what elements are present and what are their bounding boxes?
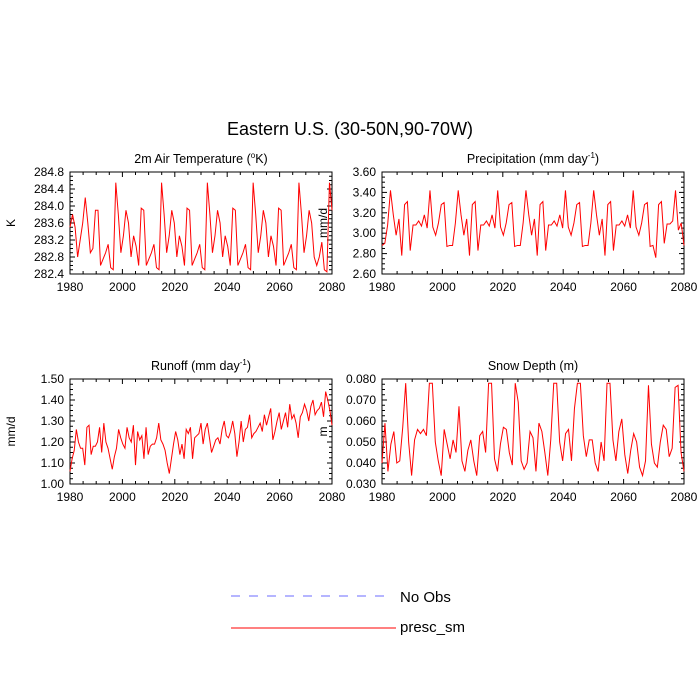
x-tick-label: 2040 <box>214 280 241 294</box>
legend-label-presc-sm: presc_sm <box>400 619 465 636</box>
y-axis-label: mm/d <box>316 208 330 238</box>
plot-frame <box>69 378 333 485</box>
y-axis-label: m <box>316 427 330 437</box>
x-tick-label: 2000 <box>109 280 136 294</box>
y-tick-label: 284.8 <box>34 165 64 179</box>
y-tick-label: 0.040 <box>346 456 376 470</box>
y-tick-label: 1.50 <box>41 372 65 386</box>
legend-label-no-obs: No Obs <box>400 589 451 606</box>
panel-title: Precipitation (mm day-1) <box>467 151 599 166</box>
y-tick-label: 2.60 <box>353 267 377 281</box>
x-tick-label: 1980 <box>57 280 84 294</box>
y-tick-label: 1.40 <box>41 393 65 407</box>
x-tick-label: 2060 <box>266 280 293 294</box>
y-tick-label: 282.4 <box>34 267 64 281</box>
panel-runoff: Runoff (mm day-1) mm/d 1.00 1.10 1.20 1.30 1.4… <box>4 358 346 504</box>
series-line-presc-sm <box>381 382 685 478</box>
panel-precipitation: Precipitation (mm day-1) mm/d 2.60 2.80 3.00… <box>316 151 698 294</box>
panel-title: Runoff (mm day-1) <box>151 358 251 373</box>
x-tick-label: 1980 <box>369 280 396 294</box>
x-tick-label: 2080 <box>319 490 346 504</box>
panel-title: 2m Air Temperature (oK) <box>134 151 267 166</box>
x-tick-label: 2000 <box>109 490 136 504</box>
y-tick-label: 1.30 <box>41 414 65 428</box>
plot-frame <box>381 378 685 485</box>
panel-title-superscript: -1 <box>588 151 596 160</box>
y-tick-label: 282.8 <box>34 250 64 264</box>
panels: 2m Air Temperature (oK) K 282.4 282.8 283.2 2… <box>4 151 698 504</box>
y-tick-label: 1.20 <box>41 435 65 449</box>
y-tick-label: 283.6 <box>34 216 64 230</box>
y-tick-label: 284.4 <box>34 182 64 196</box>
y-tick-label: 284.0 <box>34 199 64 213</box>
y-tick-label: 3.00 <box>353 226 377 240</box>
x-tick-label: 2060 <box>610 280 637 294</box>
panel-title-suffix: ) <box>595 152 599 166</box>
y-tick-label: 0.030 <box>346 477 376 491</box>
panel-title-text: Snow Depth (m) <box>488 359 578 373</box>
x-tick-label: 2020 <box>161 490 188 504</box>
panel-title-text: 2m Air Temperature ( <box>134 152 251 166</box>
x-tick-label: 2000 <box>429 280 456 294</box>
x-tick-label: 1980 <box>369 490 396 504</box>
y-tick-label: 2.80 <box>353 247 377 261</box>
y-tick-label: 0.050 <box>346 435 376 449</box>
y-axis-label: mm/d <box>4 417 18 447</box>
panel-title-suffix: K) <box>255 152 268 166</box>
x-tick-label: 2040 <box>214 490 241 504</box>
panel-title-superscript: -1 <box>240 358 248 367</box>
y-tick-label: 283.2 <box>34 233 64 247</box>
panel-title-suffix: ) <box>247 359 251 373</box>
x-tick-label: 2080 <box>671 490 698 504</box>
x-tick-label: 2060 <box>266 490 293 504</box>
panel-title-text: Precipitation (mm day <box>467 152 589 166</box>
y-tick-label: 1.10 <box>41 456 65 470</box>
x-tick-label: 2080 <box>319 280 346 294</box>
panel-title-superscript: o <box>251 151 256 160</box>
main-title: Eastern U.S. (30-50N,90-70W) <box>227 119 473 139</box>
x-tick-label: 2020 <box>489 280 516 294</box>
panel-snow-depth: Snow Depth (m) m 0.030 0.040 0.050 0.060 0.070… <box>316 359 698 504</box>
y-tick-label: 3.40 <box>353 185 377 199</box>
panel-air-temperature: 2m Air Temperature (oK) K 282.4 282.8 283.2 2… <box>4 151 346 294</box>
y-tick-label: 0.060 <box>346 414 376 428</box>
legend: No Obs presc_sm <box>231 589 465 636</box>
series-line-presc-sm <box>69 182 333 273</box>
x-tick-label: 2000 <box>429 490 456 504</box>
y-tick-label: 0.070 <box>346 393 376 407</box>
x-tick-label: 2020 <box>161 280 188 294</box>
y-tick-label: 3.60 <box>353 165 377 179</box>
x-tick-label: 2060 <box>610 490 637 504</box>
y-tick-label: 3.20 <box>353 206 377 220</box>
x-tick-label: 2040 <box>550 280 577 294</box>
series-line-presc-sm <box>69 391 333 474</box>
x-tick-label: 1980 <box>57 490 84 504</box>
panel-title: Snow Depth (m) <box>488 359 578 373</box>
series-line-presc-sm <box>381 190 685 258</box>
x-tick-label: 2040 <box>550 490 577 504</box>
x-tick-label: 2080 <box>671 280 698 294</box>
panel-title-text: Runoff (mm day <box>151 359 240 373</box>
y-axis-label: K <box>4 219 18 227</box>
y-tick-label: 1.00 <box>41 477 65 491</box>
y-tick-label: 0.080 <box>346 372 376 386</box>
x-tick-label: 2020 <box>489 490 516 504</box>
